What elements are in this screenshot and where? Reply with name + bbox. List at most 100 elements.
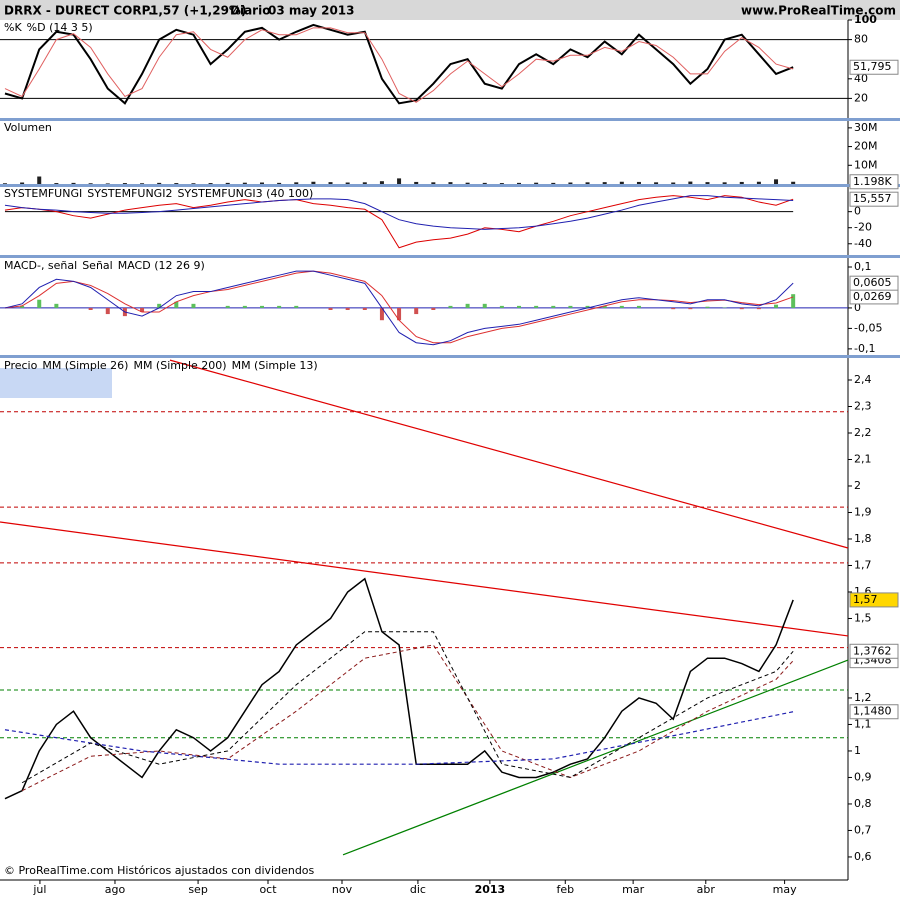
bar: [71, 182, 76, 184]
header-bar: [0, 0, 900, 20]
y-tick-label: -40: [854, 237, 872, 250]
series-line: [4, 195, 794, 230]
bar: [534, 182, 539, 184]
y-tick-label: 0,8: [854, 797, 872, 810]
value-label: 1,3762: [853, 644, 892, 657]
series-line: [4, 577, 794, 800]
bar: [2, 183, 7, 184]
bar: [379, 307, 384, 321]
value-label: 51,795: [853, 60, 892, 73]
legend-entry: SYSTEMFUNGI3 (40 100): [177, 187, 313, 200]
bar: [568, 305, 573, 308]
y-tick-label: 2,4: [854, 373, 872, 386]
bar: [482, 182, 487, 184]
y-tick-label: 30M: [854, 121, 878, 134]
value-badge: [849, 592, 899, 608]
y-tick-label: 20: [854, 91, 868, 104]
bar: [397, 178, 402, 184]
bar: [705, 182, 710, 184]
y-tick-label: 0,7: [854, 823, 872, 836]
bar: [517, 305, 522, 308]
y-tick-label: 1,8: [854, 532, 872, 545]
bar: [140, 183, 145, 184]
y-tick-label: 40: [854, 72, 868, 85]
highlight: [0, 368, 112, 398]
panel-separator: [0, 184, 900, 187]
quote: 1,57 (+1,29%): [150, 4, 246, 18]
bar: [54, 183, 59, 184]
legend-entry: %D (14 3 5): [27, 21, 93, 34]
trendline: [0, 521, 849, 637]
bar: [362, 307, 367, 310]
bar: [688, 181, 693, 184]
y-tick-label: -0,05: [854, 321, 882, 334]
y-tick-label: 2: [854, 479, 861, 492]
series-line: [21, 644, 794, 792]
bar: [242, 182, 247, 184]
bar: [208, 183, 213, 184]
bar: [345, 182, 350, 184]
value-label: 15,557: [853, 192, 892, 205]
bar: [722, 182, 727, 184]
bar: [277, 305, 282, 308]
bar: [534, 305, 539, 308]
bar: [157, 182, 162, 184]
value-badge: [849, 704, 899, 720]
bar: [140, 307, 145, 313]
bar: [414, 307, 419, 315]
bar: [448, 305, 453, 308]
x-tick-label: feb: [556, 883, 574, 896]
bar: [465, 182, 470, 184]
bar: [482, 303, 487, 308]
y-tick-label: 1,9: [854, 505, 872, 518]
x-tick-label: jul: [32, 883, 46, 896]
value-badge: [849, 643, 899, 659]
legend-entry: MACD-, señal: [4, 259, 77, 272]
legend-entry: Precio: [4, 359, 38, 372]
y-tick-label: 0,9: [854, 770, 872, 783]
bar: [756, 307, 761, 310]
series-line: [4, 23, 794, 105]
series-line: [4, 711, 794, 765]
bar: [157, 303, 162, 308]
legend-entry: MM (Simple 26): [42, 359, 128, 372]
bar: [105, 307, 110, 315]
y-tick-label: 2,2: [854, 426, 872, 439]
panel-separator: [0, 255, 900, 258]
bar: [774, 179, 779, 184]
bar: [671, 307, 676, 310]
bar: [311, 181, 316, 184]
bar: [619, 181, 624, 184]
bar: [431, 182, 436, 184]
bar: [362, 182, 367, 184]
symbol: DRRX - DURECT CORP.: [4, 4, 153, 18]
bar: [551, 305, 556, 308]
bar: [174, 301, 179, 308]
bar: [585, 182, 590, 184]
legend-entry: SYSTEMFUNGI2: [87, 187, 172, 200]
bar: [568, 182, 573, 184]
y-tick-label: 1: [854, 744, 861, 757]
value-label: 0,0269: [853, 290, 892, 303]
trendline: [169, 359, 849, 549]
legend-entry: Volumen: [4, 121, 52, 134]
bar: [397, 307, 402, 321]
x-tick-label: ago: [105, 883, 126, 896]
y-tick-label: -0,1: [854, 342, 875, 355]
bar: [88, 307, 93, 310]
legend-entry: SYSTEMFUNGI: [4, 187, 82, 200]
bar: [619, 305, 624, 308]
series-line: [21, 631, 794, 784]
x-tick-label: nov: [332, 883, 353, 896]
y-tick-label: 1,5: [854, 611, 872, 624]
y-tick-label: 100: [854, 13, 877, 26]
bar: [756, 181, 761, 184]
value-label: 1,1480: [853, 705, 892, 718]
y-tick-label: 0,1: [854, 260, 872, 273]
x-tick-label: sep: [188, 883, 207, 896]
legend-entry: %K: [4, 21, 22, 34]
y-tick-label: 20M: [854, 140, 878, 153]
value-badge: [849, 59, 899, 75]
y-tick-label: 1,2: [854, 691, 872, 704]
bar: [448, 182, 453, 184]
